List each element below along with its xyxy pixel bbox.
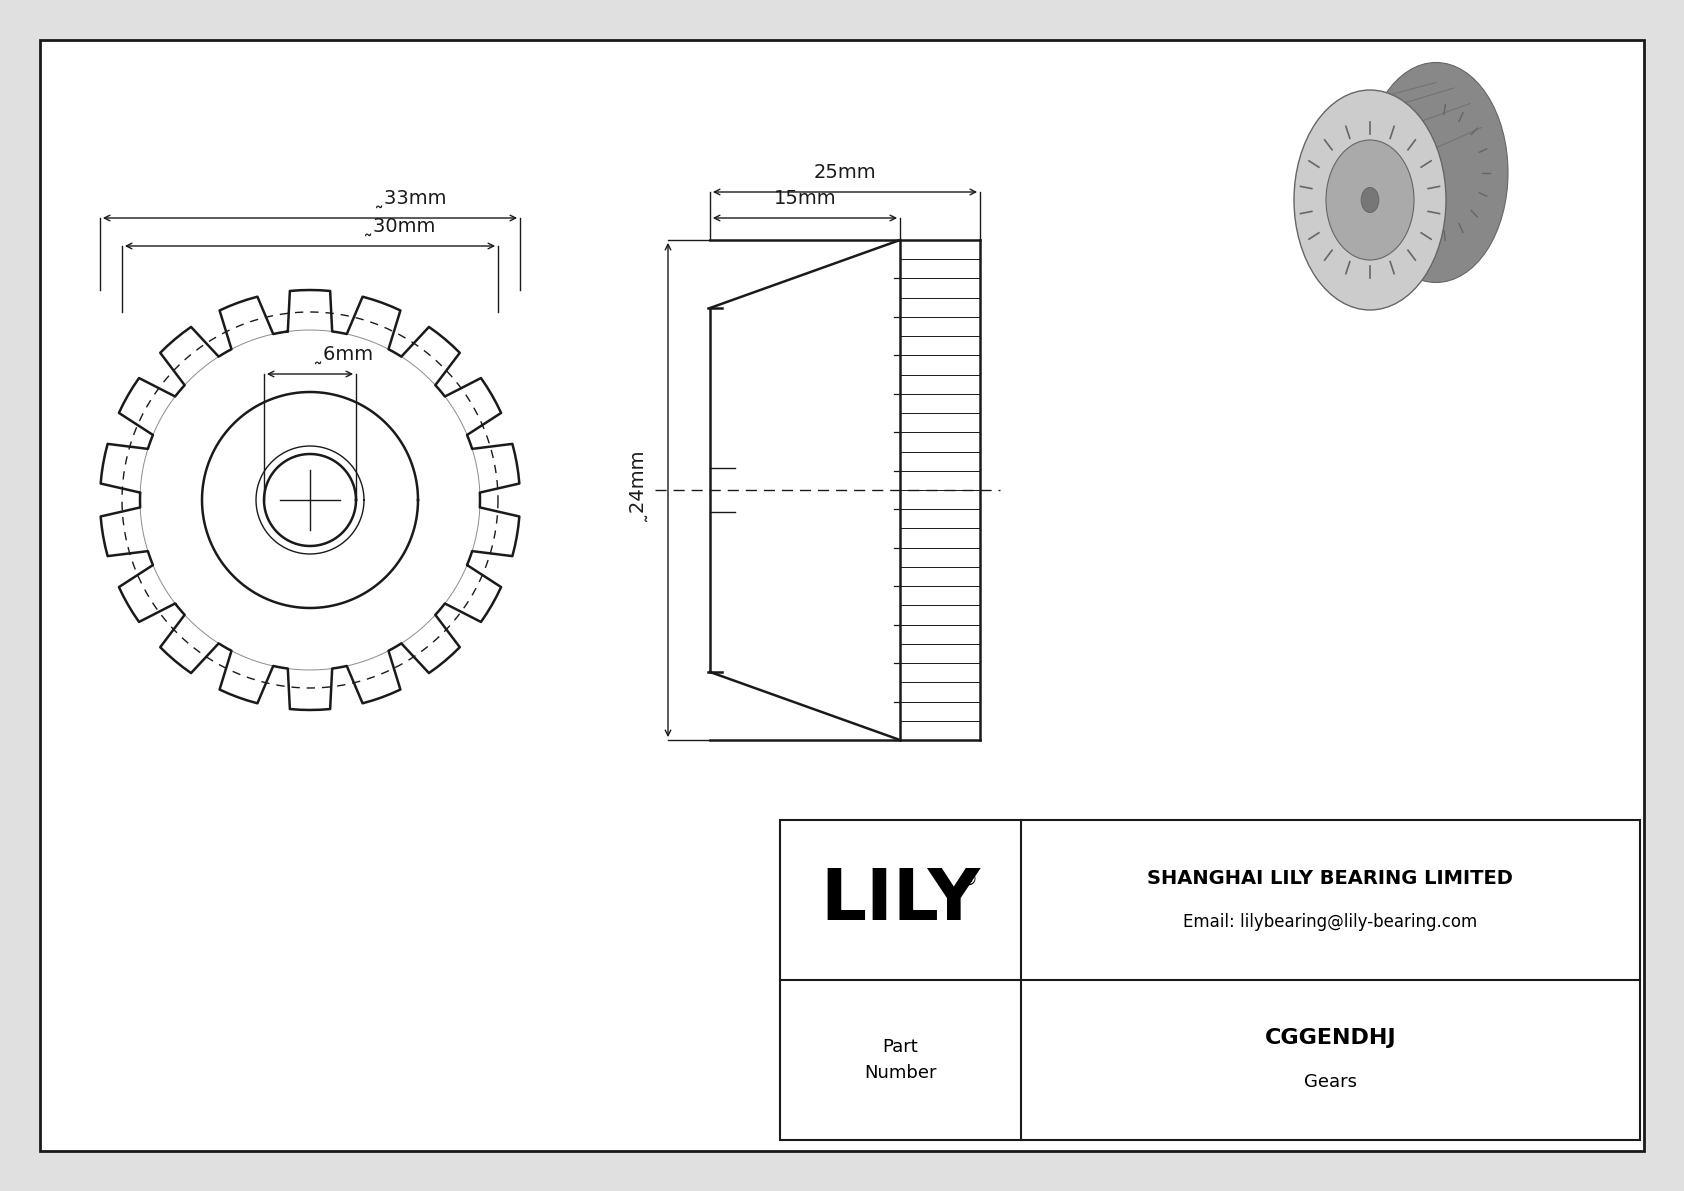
Text: ̰6mm: ̰6mm xyxy=(323,345,374,364)
Ellipse shape xyxy=(1364,62,1507,282)
Bar xyxy=(780,819,1640,1140)
Text: Email: lilybearing@lily-bearing.com: Email: lilybearing@lily-bearing.com xyxy=(1184,913,1477,931)
Text: 25mm: 25mm xyxy=(813,163,876,182)
Text: Part
Number: Part Number xyxy=(864,1037,936,1083)
Text: ̰30mm: ̰30mm xyxy=(372,217,434,236)
Text: Gears: Gears xyxy=(1303,1073,1357,1091)
Text: ®: ® xyxy=(960,871,977,888)
Text: SHANGHAI LILY BEARING LIMITED: SHANGHAI LILY BEARING LIMITED xyxy=(1147,868,1514,887)
Polygon shape xyxy=(1371,87,1436,300)
Ellipse shape xyxy=(1361,187,1379,212)
Text: ̰24mm: ̰24mm xyxy=(637,459,657,522)
Ellipse shape xyxy=(1293,91,1447,310)
Text: LILY: LILY xyxy=(820,866,980,935)
Ellipse shape xyxy=(1325,141,1415,260)
Text: ̰33mm: ̰33mm xyxy=(384,189,446,208)
Text: CGGENDHJ: CGGENDHJ xyxy=(1265,1028,1396,1048)
Text: 15mm: 15mm xyxy=(773,189,837,208)
